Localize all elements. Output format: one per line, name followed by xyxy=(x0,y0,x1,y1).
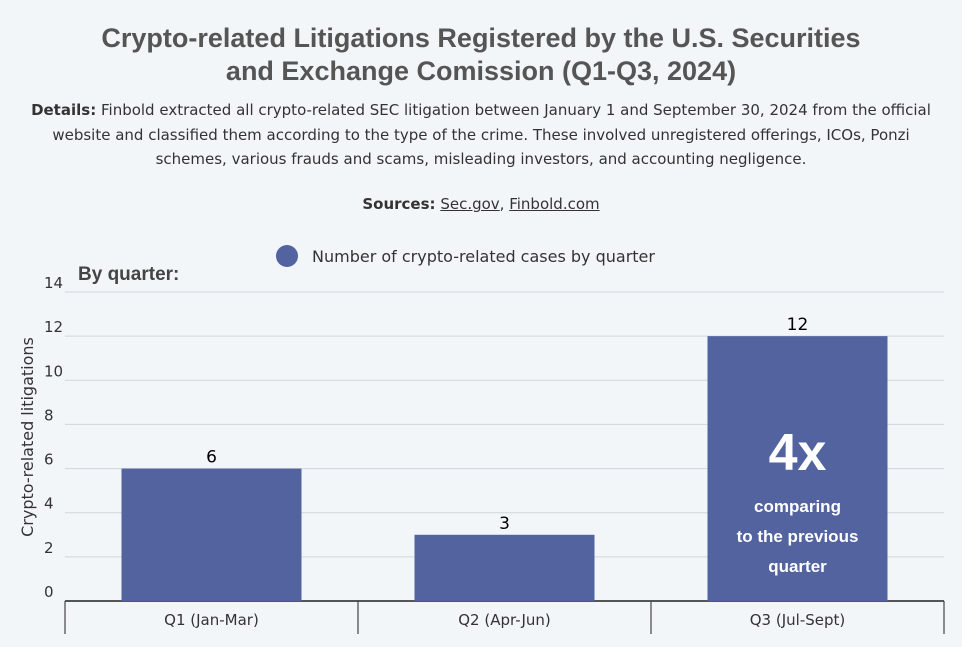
details-label: Details: xyxy=(31,101,97,119)
chart-title-line-2: and Exchange Comission (Q1-Q3, 2024) xyxy=(225,56,737,86)
bar-2[interactable] xyxy=(414,534,595,601)
details-body: Finbold extracted all crypto-related SEC… xyxy=(52,101,931,168)
legend-swatch xyxy=(276,245,298,267)
annotation-multiplier: 4x xyxy=(769,424,827,482)
chart-title-line-1: Crypto-related Litigations Registered by… xyxy=(101,23,861,53)
legend[interactable]: Number of crypto-related cases by quarte… xyxy=(276,244,655,268)
y-tick-label-14: 14 xyxy=(44,274,63,292)
y-tick-label-10: 10 xyxy=(44,362,63,380)
legend-label: Number of crypto-related cases by quarte… xyxy=(312,246,655,266)
data-label-3: 12 xyxy=(787,315,809,335)
details-text: Details: Finbold extracted all crypto-re… xyxy=(30,98,932,172)
chart-subtitle: By quarter: xyxy=(78,264,180,285)
y-tick-label-12: 12 xyxy=(44,318,63,336)
data-label-1: 6 xyxy=(206,448,217,468)
sources-label: Sources: xyxy=(362,195,436,213)
x-tick-label-1: Q1 (Jan-Mar) xyxy=(164,611,259,629)
bar-1[interactable] xyxy=(121,468,302,601)
data-label-2: 3 xyxy=(499,514,510,534)
y-tick-label-8: 8 xyxy=(44,406,54,424)
y-tick-label-4: 4 xyxy=(44,495,54,513)
annotation-line-1: comparing xyxy=(754,497,841,516)
annotation-line-3: quarter xyxy=(768,557,827,576)
source-link-sec[interactable]: Sec.gov xyxy=(440,195,500,213)
y-tick-label-6: 6 xyxy=(44,451,54,469)
y-tick-label-0: 0 xyxy=(44,583,54,601)
y-tick-label-2: 2 xyxy=(44,539,54,557)
bar-3[interactable] xyxy=(707,336,888,601)
x-tick-label-3: Q3 (Jul-Sept) xyxy=(750,611,846,629)
annotation-line-2: to the previous xyxy=(737,527,859,546)
x-tick-label-2: Q2 (Apr-Jun) xyxy=(458,611,551,629)
y-axis-title: Crypto-related litigations xyxy=(18,337,37,537)
sources-line: Sources: Sec.gov, Finbold.com xyxy=(362,195,600,213)
chart-title: Crypto-related Litigations Registered by… xyxy=(0,22,962,88)
source-link-finbold[interactable]: Finbold.com xyxy=(509,195,600,213)
